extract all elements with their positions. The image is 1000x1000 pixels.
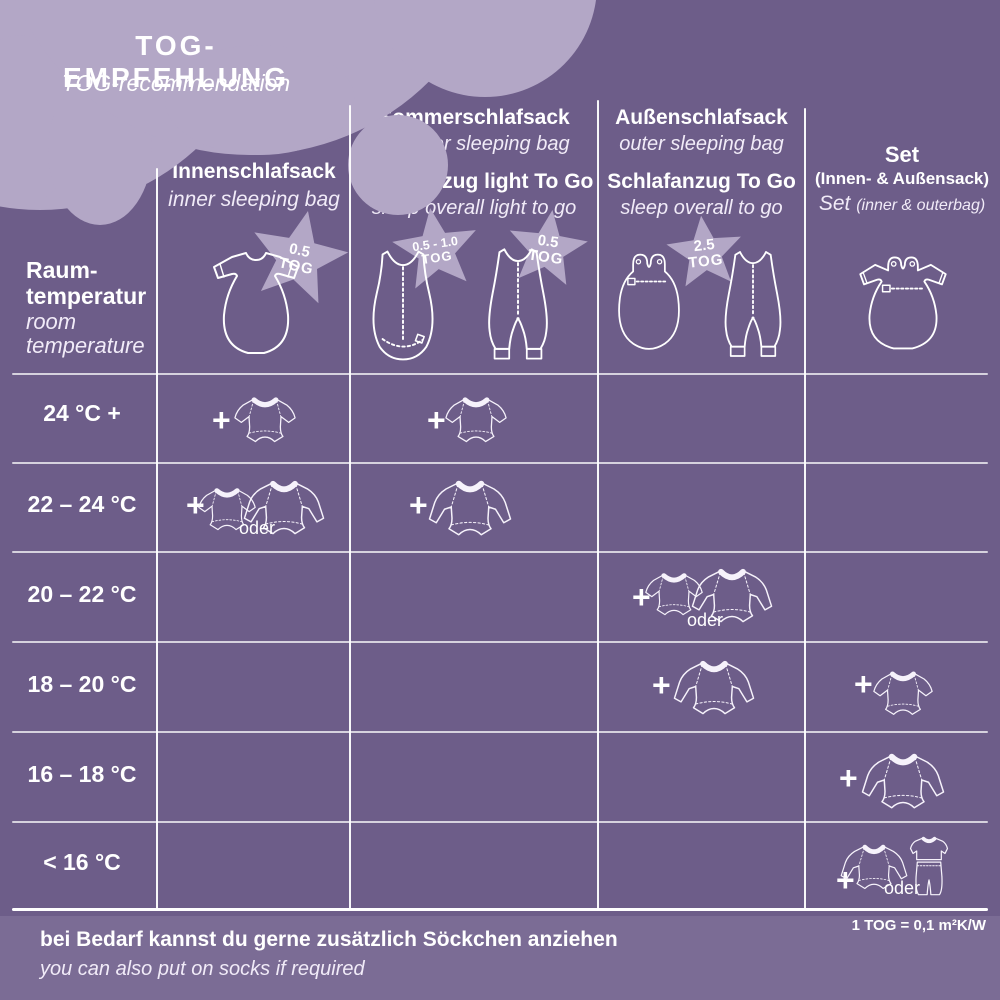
inner-sleeping-bag-icon [204,247,308,359]
col-set-title-en: Set [818,192,851,215]
outer-sleeping-bag-icon [612,250,686,358]
row-axis-de-2: temperatur [26,282,147,309]
or-label: oder [884,878,921,898]
cloud-shape [0,0,596,225]
plus-sign: + [839,760,858,796]
row-label-24: 24 °C + [43,400,121,426]
plus-sign: + [409,487,428,523]
grid-vline-1 [156,168,158,909]
grid-vline-2 [349,105,351,909]
short-sleeve-bodysuit-icon [872,664,934,720]
footer-strip [0,916,1000,1000]
grid-hline-2 [12,551,988,553]
row-axis-header: Raum- temperatur room temperature [26,257,147,359]
grid-hline-1 [12,462,988,464]
grid-bottom-line [12,908,988,911]
plus-sign: + [652,667,671,703]
grid-hline-3 [12,641,988,643]
col-outer-title-en: outer sleeping bag [619,133,784,155]
or-label: oder [687,610,724,630]
grid-hline-header [12,373,988,375]
col-set-title-de: Set [884,142,920,167]
set-sleeping-bag-icon [851,249,955,355]
plus-sign: + [836,862,855,898]
col-summer-title-de: Sommerschlafsack [378,106,570,129]
short-sleeve-bodysuit-icon [444,390,508,447]
grid-hline-4 [12,731,988,733]
tog-definition-note: 1 TOG = 0,1 m²K/W [851,917,986,934]
col-outer-title2-de: Schlafanzug To Go [607,170,796,193]
row-label-below-16: < 16 °C [43,849,121,875]
col-set-title-en-line: Set (inner & outerbag) [807,192,997,216]
plus-sign: + [186,487,205,523]
grid-vline-3 [597,100,599,909]
long-sleeve-bodysuit-icon [428,475,512,539]
footer-note-de: bei Bedarf kannst du gerne zusätzlich Sö… [40,928,618,951]
row-axis-en-1: room [26,308,77,334]
footer-note-en: you can also put on socks if required [40,958,365,980]
row-label-22-24: 22 – 24 °C [27,491,137,517]
col-set-subtitle-en: (inner & outerbag) [856,197,986,214]
plus-sign: + [212,402,231,438]
col-set-subtitle-de: (Innen- & Außensack) [814,169,990,188]
page-subtitle: TOG-recommendation [61,70,291,96]
grid-vline-4 [804,108,806,909]
page-title: TOG-EMPFEHLUNG [63,30,289,93]
or-label: oder [239,518,276,538]
plus-sign: + [427,402,446,438]
sleep-overall-icon [714,244,792,364]
col-inner-title-en: inner sleeping bag [168,188,340,211]
short-sleeve-bodysuit-icon [233,390,297,447]
row-label-16-18: 16 – 18 °C [27,761,137,787]
summer-sleeping-bag-icon [368,246,438,364]
long-sleeve-bodysuit-icon [861,748,945,812]
row-axis-en-2: temperature [26,333,145,359]
sleep-overall-light-icon [477,244,559,364]
row-label-18-20: 18 – 20 °C [27,671,137,697]
col-inner-title-de: Innenschlafsack [172,160,336,183]
plus-sign: + [632,579,651,615]
long-sleeve-bodysuit-icon [673,655,755,718]
grid-hline-5 [12,821,988,823]
col-outer-title-de: Außenschlafsack [615,106,788,129]
row-axis-de-1: Raum- [26,257,98,283]
row-label-20-22: 20 – 22 °C [27,581,137,607]
plus-sign: + [854,666,873,702]
col-outer-title2-en: sleep overall to go [620,197,783,219]
